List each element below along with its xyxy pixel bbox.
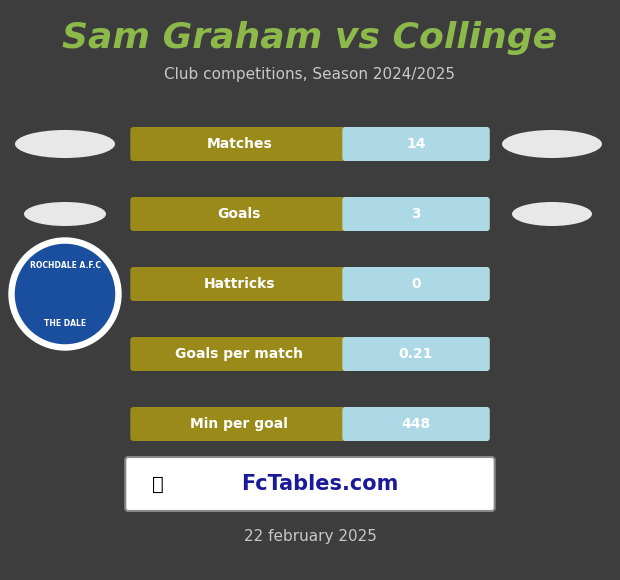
Text: Goals: Goals (218, 207, 261, 221)
Text: FcTables.com: FcTables.com (241, 474, 399, 494)
Circle shape (9, 238, 121, 350)
Text: ROCHDALE A.F.C: ROCHDALE A.F.C (30, 262, 100, 270)
FancyBboxPatch shape (130, 337, 490, 371)
Text: 14: 14 (406, 137, 426, 151)
FancyBboxPatch shape (130, 127, 490, 161)
Text: Min per goal: Min per goal (190, 417, 288, 431)
Text: Hattricks: Hattricks (203, 277, 275, 291)
FancyBboxPatch shape (342, 407, 490, 441)
Ellipse shape (512, 202, 592, 226)
Text: 448: 448 (401, 417, 431, 431)
Text: 📊: 📊 (153, 474, 164, 494)
Text: Matches: Matches (206, 137, 272, 151)
FancyBboxPatch shape (125, 457, 495, 511)
Text: 3: 3 (411, 207, 421, 221)
FancyBboxPatch shape (342, 337, 490, 371)
Text: 22 february 2025: 22 february 2025 (244, 528, 376, 543)
Text: THE DALE: THE DALE (44, 320, 86, 328)
FancyBboxPatch shape (342, 127, 490, 161)
Text: 0: 0 (411, 277, 421, 291)
Text: Sam Graham vs Collinge: Sam Graham vs Collinge (63, 21, 557, 55)
Text: Goals per match: Goals per match (175, 347, 303, 361)
Circle shape (13, 242, 117, 346)
FancyBboxPatch shape (130, 407, 490, 441)
FancyBboxPatch shape (342, 267, 490, 301)
FancyBboxPatch shape (130, 197, 490, 231)
FancyBboxPatch shape (342, 197, 490, 231)
Ellipse shape (502, 130, 602, 158)
Text: Club competitions, Season 2024/2025: Club competitions, Season 2024/2025 (164, 67, 456, 82)
Ellipse shape (15, 130, 115, 158)
FancyBboxPatch shape (130, 267, 490, 301)
Ellipse shape (24, 202, 106, 226)
Text: 0.21: 0.21 (399, 347, 433, 361)
